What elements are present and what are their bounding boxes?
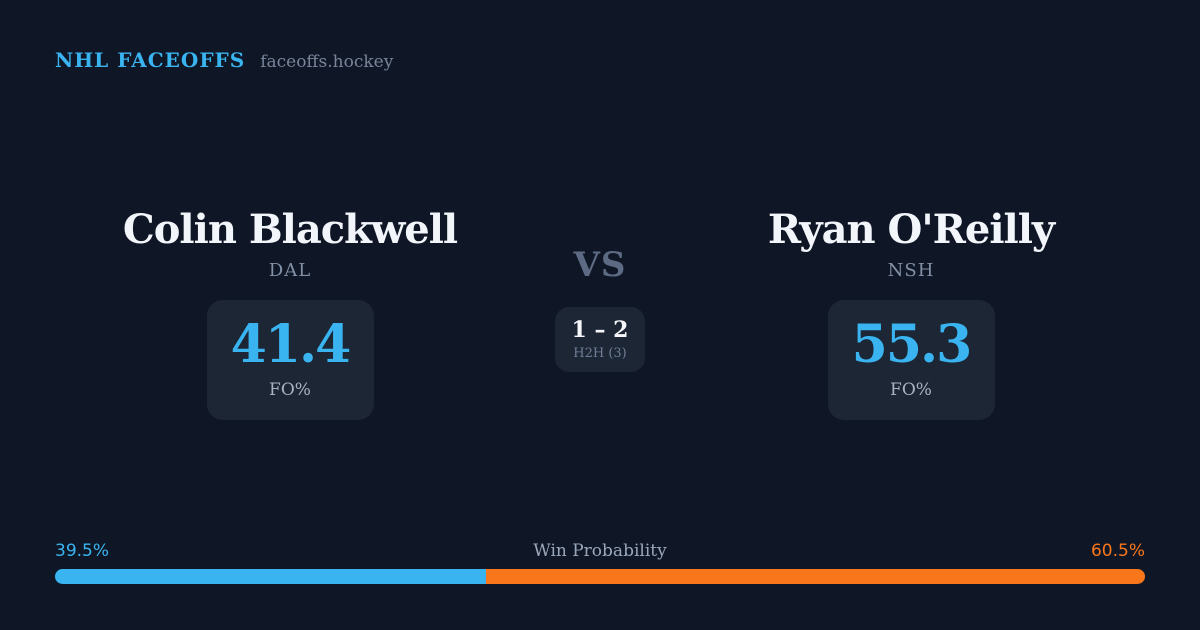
player-name: Colin Blackwell bbox=[122, 206, 458, 253]
player-team: NSH bbox=[887, 260, 935, 281]
player-right-column: Ryan O'Reilly NSH 55.3 FO% bbox=[661, 210, 1161, 420]
win-probability-labels: 39.5% Win Probability 60.5% bbox=[55, 540, 1145, 562]
faceoff-stat-label: FO% bbox=[269, 380, 311, 401]
head-to-head-card: 1 – 2 H2H (3) bbox=[555, 307, 645, 372]
player-left-column: Colin Blackwell DAL 41.4 FO% bbox=[40, 210, 540, 420]
brand-title: NHL FACEOFFS bbox=[55, 48, 246, 72]
faceoff-stat-label: FO% bbox=[890, 380, 932, 401]
head-to-head-label: H2H (3) bbox=[573, 346, 627, 361]
player-name: Ryan O'Reilly bbox=[767, 206, 1055, 253]
player-team: DAL bbox=[268, 260, 312, 281]
faceoff-stat-card: 41.4 FO% bbox=[206, 299, 374, 420]
left-probability-value: 39.5% bbox=[55, 541, 110, 561]
site-domain: faceoffs.hockey bbox=[260, 52, 394, 72]
win-probability-title: Win Probability bbox=[533, 541, 667, 561]
versus-column: VS 1 – 2 H2H (3) bbox=[500, 248, 700, 372]
faceoff-stat-card: 55.3 FO% bbox=[827, 299, 995, 420]
header: NHL FACEOFFS faceoffs.hockey bbox=[55, 48, 393, 72]
probability-bar-right-segment bbox=[485, 569, 1145, 584]
probability-bar-left-segment bbox=[55, 569, 486, 584]
faceoff-percentage-value: 41.4 bbox=[230, 314, 352, 376]
head-to-head-score: 1 – 2 bbox=[571, 317, 629, 343]
faceoff-percentage-value: 55.3 bbox=[851, 314, 973, 376]
right-probability-value: 60.5% bbox=[1090, 541, 1145, 561]
win-probability-section: 39.5% Win Probability 60.5% bbox=[55, 540, 1145, 584]
probability-bar bbox=[55, 569, 1145, 584]
vs-label: VS bbox=[573, 245, 627, 285]
